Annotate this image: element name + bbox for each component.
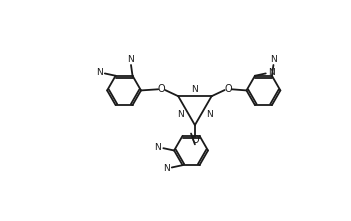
Text: N: N bbox=[268, 68, 274, 77]
Text: O: O bbox=[191, 135, 199, 145]
Text: N: N bbox=[177, 110, 184, 119]
Text: N: N bbox=[154, 143, 161, 152]
Text: N: N bbox=[270, 55, 277, 64]
Text: N: N bbox=[96, 68, 103, 77]
Text: N: N bbox=[192, 85, 198, 94]
Text: N: N bbox=[206, 110, 213, 119]
Text: O: O bbox=[158, 84, 165, 93]
Text: N: N bbox=[128, 55, 134, 64]
Text: O: O bbox=[225, 84, 232, 93]
Text: N: N bbox=[163, 164, 170, 173]
